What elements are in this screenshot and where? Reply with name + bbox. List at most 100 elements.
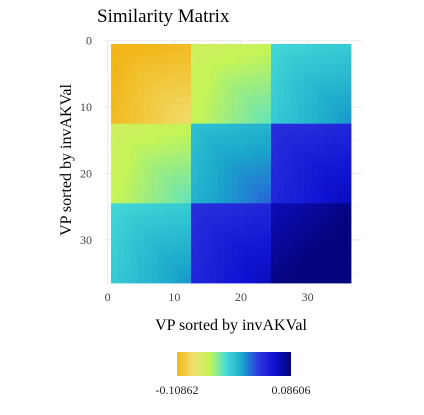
heatmap-cell xyxy=(331,130,339,138)
heatmap-cell xyxy=(297,117,305,125)
x-axis-label: VP sorted by invAKVal xyxy=(155,317,307,334)
heatmap-cell xyxy=(184,83,192,91)
heatmap-cell xyxy=(337,243,345,251)
heatmap-cell xyxy=(251,143,259,151)
heatmap-cell xyxy=(311,150,319,158)
heatmap-cell xyxy=(291,216,299,224)
heatmap-cell xyxy=(251,97,259,105)
heatmap-cell xyxy=(211,269,219,277)
heatmap-cell xyxy=(311,63,319,71)
heatmap-cell xyxy=(224,156,232,164)
heatmap-cell xyxy=(111,229,119,237)
heatmap-cell xyxy=(151,216,159,224)
heatmap-cell xyxy=(211,117,219,125)
heatmap-cell xyxy=(244,103,252,111)
heatmap-cell xyxy=(291,63,299,71)
heatmap-cell xyxy=(297,196,305,204)
heatmap-cell xyxy=(171,256,179,264)
heatmap-cell xyxy=(111,50,119,58)
heatmap-cell xyxy=(177,203,185,211)
heatmap-cell xyxy=(291,57,299,65)
heatmap-cell xyxy=(271,256,279,264)
heatmap-cell xyxy=(251,130,259,138)
heatmap-cell xyxy=(191,216,199,224)
heatmap-cell xyxy=(197,176,205,184)
heatmap-cell xyxy=(257,263,265,271)
heatmap-cell xyxy=(164,183,172,191)
heatmap-cell xyxy=(244,176,252,184)
heatmap-cell xyxy=(331,183,339,191)
heatmap-cell xyxy=(297,236,305,244)
heatmap-cell xyxy=(171,150,179,158)
heatmap-cell xyxy=(344,97,352,105)
heatmap-cell xyxy=(317,57,325,65)
heatmap-cell xyxy=(191,63,199,71)
heatmap-cell xyxy=(157,243,165,251)
heatmap-cell xyxy=(304,256,312,264)
heatmap-cell xyxy=(231,163,239,171)
heatmap-cell xyxy=(284,110,292,118)
heatmap-cell xyxy=(264,83,272,91)
heatmap-cell xyxy=(277,216,285,224)
heatmap-cell xyxy=(137,223,145,231)
heatmap-cell xyxy=(244,90,252,98)
heatmap-cell xyxy=(184,136,192,144)
heatmap-cell xyxy=(184,276,192,284)
heatmap-cell xyxy=(204,90,212,98)
heatmap-cell xyxy=(231,249,239,257)
heatmap-cell xyxy=(237,256,245,264)
heatmap-cell xyxy=(171,117,179,125)
heatmap-cell xyxy=(317,163,325,171)
heatmap-cell xyxy=(171,136,179,144)
heatmap-cell xyxy=(131,203,139,211)
heatmap-cell xyxy=(157,110,165,118)
heatmap-cell xyxy=(324,163,332,171)
heatmap-cell xyxy=(144,223,152,231)
heatmap-cell xyxy=(291,249,299,257)
heatmap-cell xyxy=(184,156,192,164)
heatmap-cell xyxy=(144,170,152,178)
heatmap-cell xyxy=(277,276,285,284)
heatmap-cell xyxy=(304,150,312,158)
heatmap-cell xyxy=(251,103,259,111)
heatmap-cell xyxy=(117,130,125,138)
heatmap-cell xyxy=(224,117,232,125)
heatmap-cell xyxy=(331,203,339,211)
heatmap-cell xyxy=(191,196,199,204)
heatmap-cell xyxy=(144,190,152,198)
heatmap-cell xyxy=(131,216,139,224)
heatmap-cell xyxy=(317,130,325,138)
heatmap-cell xyxy=(277,156,285,164)
heatmap-cell xyxy=(317,216,325,224)
heatmap-cell xyxy=(204,190,212,198)
heatmap-cell xyxy=(191,263,199,271)
heatmap-cell xyxy=(251,209,259,218)
heatmap-cell xyxy=(131,150,139,158)
heatmap-cell xyxy=(211,50,219,58)
heatmap-cell xyxy=(257,97,265,105)
heatmap-cell xyxy=(124,136,132,144)
heatmap-cell xyxy=(131,143,139,151)
heatmap-cell xyxy=(177,150,185,158)
heatmap-cell xyxy=(231,150,239,158)
heatmap-cell xyxy=(177,243,185,251)
heatmap-cell xyxy=(131,110,139,118)
heatmap-cell xyxy=(311,103,319,111)
heatmap-cell xyxy=(117,203,125,211)
heatmap-cell xyxy=(237,97,245,105)
heatmap-cell xyxy=(171,103,179,111)
heatmap-cell xyxy=(257,50,265,58)
heatmap-cell xyxy=(297,103,305,111)
heatmap-cell xyxy=(211,176,219,184)
heatmap-cell xyxy=(204,143,212,151)
heatmap-cell xyxy=(131,256,139,264)
heatmap-cell xyxy=(231,70,239,78)
heatmap-cell xyxy=(344,236,352,244)
heatmap-cell xyxy=(331,243,339,251)
heatmap-cell xyxy=(111,57,119,65)
heatmap-cell xyxy=(284,70,292,78)
heatmap-cell xyxy=(291,203,299,211)
heatmap-cell xyxy=(191,256,199,264)
heatmap-cell xyxy=(311,90,319,98)
